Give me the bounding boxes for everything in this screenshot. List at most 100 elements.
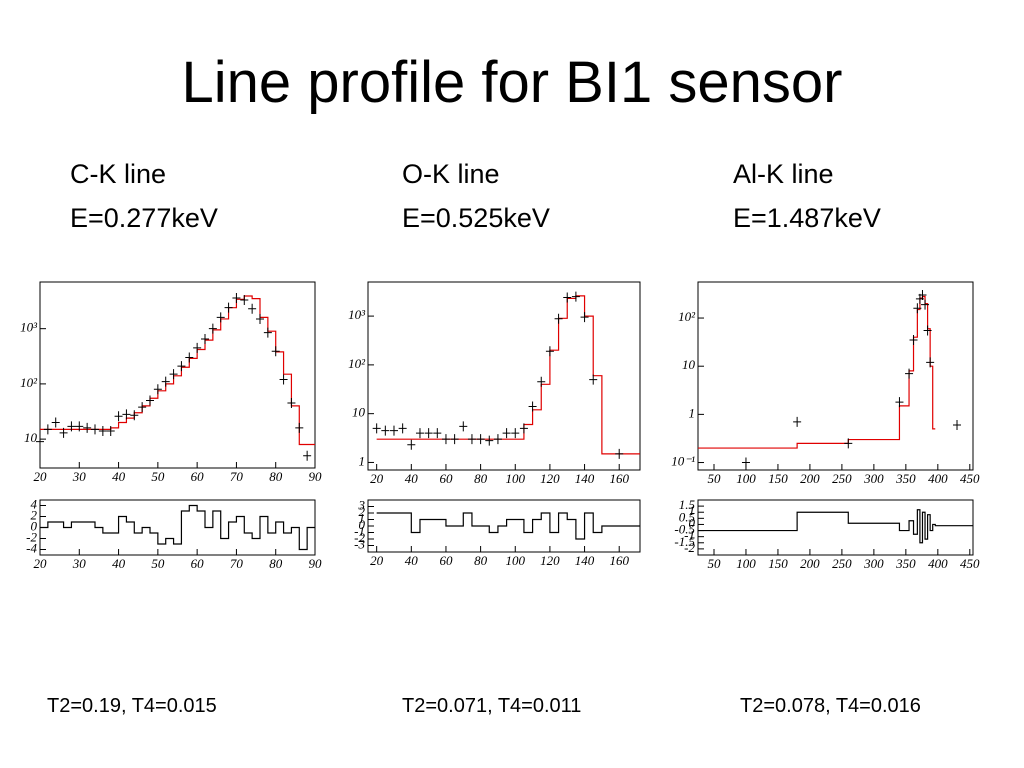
data-point [98, 426, 107, 437]
x-tick-label: 100 [506, 553, 526, 568]
y-tick-label: 10⁻¹ [671, 454, 695, 469]
data-point [138, 402, 147, 413]
data-point [240, 295, 249, 306]
fit-stats: T2=0.078, T4=0.016 [740, 695, 921, 717]
line-energy: E=0.525keV [402, 203, 550, 233]
x-tick-label: 60 [191, 469, 205, 484]
data-point [450, 434, 459, 445]
data-point [295, 422, 304, 433]
data-point [424, 428, 433, 439]
x-tick-label: 250 [832, 556, 852, 571]
data-point [67, 421, 76, 432]
x-tick-label: 300 [863, 556, 884, 571]
y-tick-label: -0.5 [674, 522, 695, 537]
data-point [216, 312, 225, 323]
x-tick-label: 400 [928, 471, 948, 486]
data-point [895, 397, 904, 408]
line-energy: E=0.277keV [70, 203, 218, 233]
y-tick-label: 2 [359, 504, 366, 519]
plot-frame [39, 499, 316, 556]
data-point [201, 334, 209, 345]
y-tick-label: -1.5 [674, 534, 695, 549]
y-tick-label: 10² [348, 356, 366, 371]
y-tick-label: 0.5 [679, 509, 696, 524]
data-point [177, 361, 186, 372]
data-point [161, 376, 170, 387]
data-point [106, 426, 115, 437]
x-tick-label: 40 [405, 553, 419, 568]
x-tick-label: 20 [370, 471, 384, 486]
x-tick-label: 140 [575, 553, 595, 568]
y-tick-label: -4 [26, 540, 37, 555]
data-point [913, 303, 922, 314]
data-point [493, 434, 502, 445]
data-point [398, 423, 407, 434]
x-tick-label: 90 [309, 469, 323, 484]
step-line [376, 512, 640, 540]
data-point [476, 434, 485, 445]
x-tick-label: 50 [707, 471, 721, 486]
x-tick-label: 30 [72, 556, 87, 571]
y-tick-label: -2 [354, 530, 365, 545]
x-tick-label: 40 [112, 556, 126, 571]
data-point [459, 421, 468, 432]
y-tick-label: -3 [354, 536, 365, 551]
x-tick-label: 70 [230, 469, 244, 484]
x-tick-label: 120 [540, 471, 560, 486]
data-point [146, 395, 154, 406]
data-point [545, 346, 554, 357]
x-tick-label: 80 [269, 556, 283, 571]
data-point [953, 420, 962, 431]
x-tick-label: 50 [151, 556, 165, 571]
data-point [279, 374, 288, 385]
data-point [303, 450, 312, 461]
x-tick-label: 50 [707, 556, 721, 571]
x-tick-label: 250 [832, 471, 852, 486]
step-line [40, 504, 315, 551]
data-point [921, 299, 930, 310]
data-point [91, 424, 99, 435]
slide-title: Line profile for BI1 sensor [182, 50, 843, 115]
data-point [441, 434, 450, 445]
x-tick-label: 50 [151, 469, 165, 484]
data-point [232, 292, 241, 303]
step-line [698, 509, 973, 544]
data-point [130, 410, 139, 421]
data-point [793, 416, 802, 427]
y-tick-label: -2 [684, 540, 695, 555]
data-point [208, 323, 217, 334]
data-point [185, 352, 194, 363]
data-point [51, 417, 60, 428]
x-tick-label: 150 [768, 556, 788, 571]
x-tick-label: 400 [928, 556, 948, 571]
x-tick-label: 100 [736, 556, 756, 571]
line-name: Al-K line [733, 159, 834, 189]
data-point [528, 401, 537, 412]
data-point [389, 425, 398, 436]
fit-stats: T2=0.19, T4=0.015 [47, 695, 217, 717]
x-tick-label: 350 [895, 556, 916, 571]
data-point [271, 346, 280, 357]
data-point [502, 428, 511, 439]
x-tick-label: 40 [112, 469, 126, 484]
line-energy: E=1.487keV [733, 203, 881, 233]
data-point [615, 448, 624, 459]
data-point [36, 436, 44, 447]
y-tick-label: 10³ [20, 320, 38, 335]
x-tick-label: 160 [609, 471, 629, 486]
data-point [248, 303, 257, 314]
data-point [83, 422, 92, 433]
data-point [153, 384, 162, 395]
data-point [433, 428, 442, 439]
y-tick-label: 0 [359, 517, 366, 532]
x-tick-label: 20 [34, 469, 48, 484]
data-point [59, 427, 68, 438]
x-tick-label: 20 [370, 553, 384, 568]
data-point [571, 291, 580, 302]
data-point [741, 457, 750, 468]
y-tick-label: 1 [359, 510, 366, 525]
x-tick-label: 60 [439, 553, 453, 568]
data-point [844, 438, 853, 449]
data-point [372, 423, 381, 434]
data-point [122, 409, 131, 420]
